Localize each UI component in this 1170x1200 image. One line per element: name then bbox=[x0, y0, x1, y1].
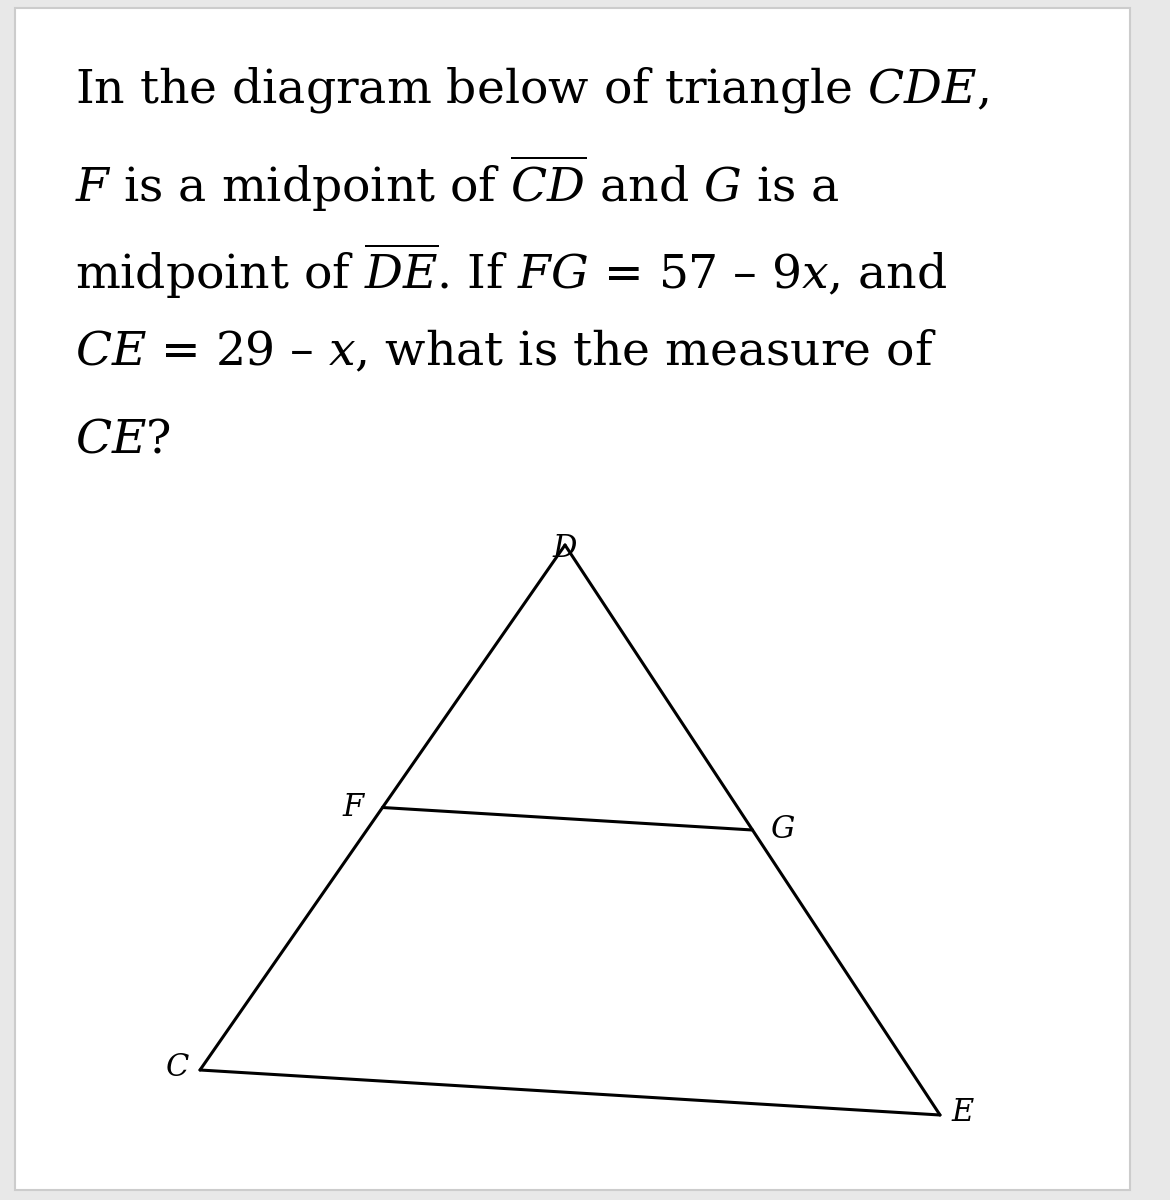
Text: D: D bbox=[552, 533, 577, 564]
Text: F: F bbox=[343, 792, 364, 823]
Text: $\mathit{F}$ is a midpoint of $\overline{CD}$ and $\mathit{G}$ is a: $\mathit{F}$ is a midpoint of $\overline… bbox=[75, 152, 839, 214]
Text: midpoint of $\overline{DE}$. If $\mathit{FG}$ = 57 – 9$\mathit{x}$, and: midpoint of $\overline{DE}$. If $\mathit… bbox=[75, 241, 948, 301]
Text: $\mathit{CE}$?: $\mathit{CE}$? bbox=[75, 416, 171, 462]
FancyBboxPatch shape bbox=[15, 8, 1130, 1190]
Text: G: G bbox=[770, 815, 794, 846]
Text: E: E bbox=[951, 1097, 973, 1128]
Text: C: C bbox=[166, 1051, 190, 1082]
Text: In the diagram below of triangle $\mathit{CDE}$,: In the diagram below of triangle $\mathi… bbox=[75, 65, 989, 115]
Text: $\mathit{CE}$ = 29 – $\mathit{x}$, what is the measure of: $\mathit{CE}$ = 29 – $\mathit{x}$, what … bbox=[75, 329, 937, 376]
